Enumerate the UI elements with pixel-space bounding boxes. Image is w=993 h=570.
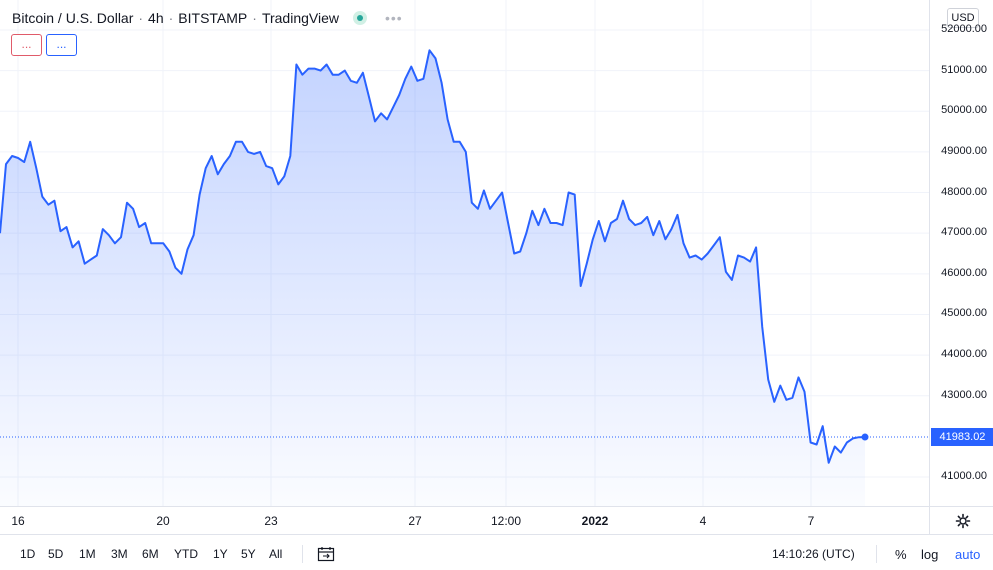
time-tick: 2022 [581,514,609,528]
range-button[interactable]: 1M [79,547,96,561]
clock-label[interactable]: 14:10:26 (UTC) [772,547,855,561]
price-tick: 50000.00 [941,104,987,117]
range-button[interactable]: YTD [174,547,198,561]
toolbar-divider [876,545,877,563]
price-tick: 45000.00 [941,307,987,320]
time-tick: 23 [264,514,278,528]
interval-label[interactable]: 4h [148,10,164,26]
date-range-icon[interactable] [317,546,335,562]
price-axis[interactable]: USD 52000.00 51000.00 50000.00 49000.00 4800… [929,0,993,506]
indicator-button-blue[interactable]: ... [46,34,77,56]
price-tick: 48000.00 [941,185,987,198]
price-tick: 47000.00 [941,226,987,239]
log-toggle[interactable]: log [921,547,939,562]
current-price-label: 41983.02 [931,428,993,447]
price-tick: 41000.00 [941,470,987,482]
header-separator: · [138,10,144,26]
price-line [0,49,866,464]
symbol-name[interactable]: Bitcoin / U.S. Dollar [12,10,134,26]
price-tick: 44000.00 [941,348,987,361]
range-button[interactable]: 5Y [241,547,256,561]
source-label: TradingView [261,10,339,26]
price-tick: 46000.00 [941,266,987,279]
chart-area[interactable]: Bitcoin / U.S. Dollar · 4h · BITSTAMP · … [0,0,929,506]
range-button[interactable]: 5D [48,547,64,561]
market-status-icon [352,11,367,25]
toolbar-divider [302,545,303,563]
price-tick: 51000.00 [941,63,987,76]
time-tick: 20 [156,514,170,528]
price-tick: 43000.00 [941,388,987,401]
auto-toggle[interactable]: auto [955,547,981,562]
area-fill [0,50,865,506]
time-tick: 16 [11,514,25,528]
range-button[interactable]: 1Y [213,547,228,561]
price-tick: 52000.00 [941,23,987,35]
range-button[interactable]: 6M [142,547,159,561]
indicator-button-red[interactable]: ... [11,34,42,56]
exchange-label: BITSTAMP [178,10,248,26]
chart-settings[interactable] [929,506,993,534]
header-separator: · [252,10,257,26]
last-price-point [861,433,869,441]
header-separator: · [168,10,174,26]
price-tick: 49000.00 [941,144,987,157]
time-tick: 12:00 [490,514,522,528]
percent-toggle[interactable]: % [895,547,907,562]
time-tick: 27 [408,514,422,528]
time-tick: 4 [699,514,707,528]
gear-icon[interactable] [955,513,971,529]
bottom-toolbar: 1D 5D 1M 3M 6M YTD 1Y 5Y All 14:10:26 (UTC) % lo… [0,534,993,570]
time-axis[interactable]: 16 20 23 27 12:00 2022 4 7 [0,506,929,534]
chart-header: Bitcoin / U.S. Dollar · 4h · BITSTAMP · … [12,8,403,28]
currency-button[interactable]: USD [947,8,979,28]
time-tick: 7 [807,514,815,528]
more-options-icon[interactable]: ••• [384,10,403,26]
range-button[interactable]: 1D [20,547,36,561]
range-button[interactable]: 3M [111,547,128,561]
range-button[interactable]: All [269,547,283,561]
price-chart[interactable] [0,0,929,506]
